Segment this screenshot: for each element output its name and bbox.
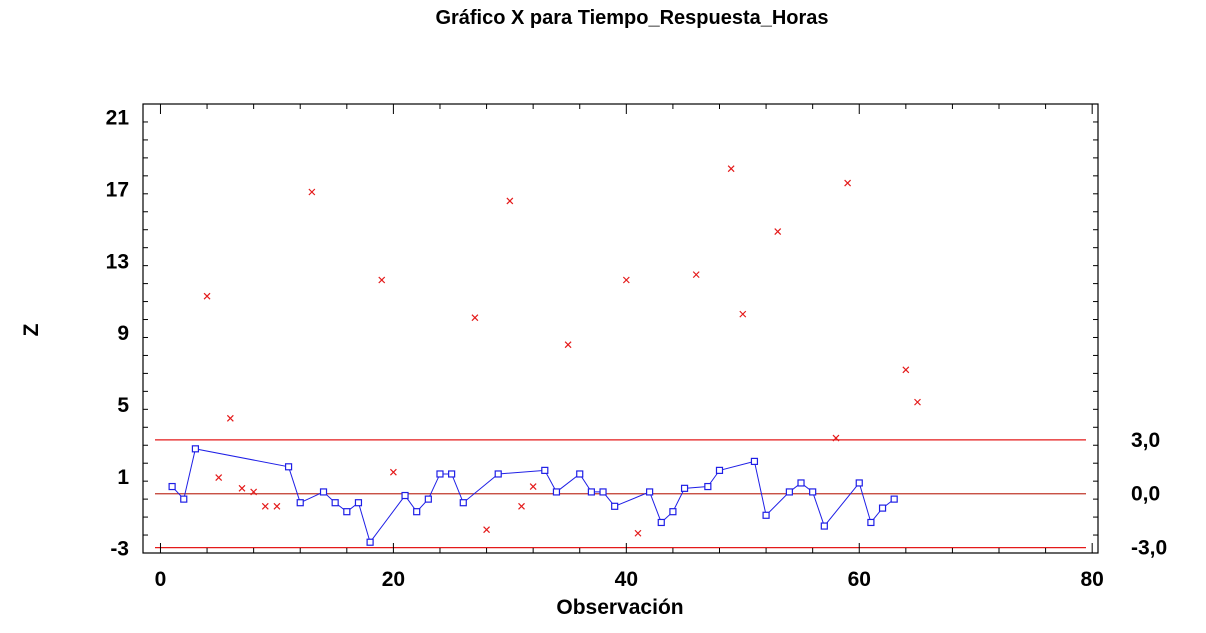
data-point-square xyxy=(878,504,887,512)
data-point-square xyxy=(366,538,374,546)
y-tick-label: -3 xyxy=(110,538,129,561)
data-point-x xyxy=(844,179,852,187)
x-tick-label: 60 xyxy=(848,568,871,591)
data-point-x xyxy=(506,197,514,205)
data-point-x xyxy=(308,188,316,196)
data-point-square xyxy=(354,499,363,507)
data-point-square xyxy=(494,470,502,478)
data-point-square xyxy=(576,470,584,478)
data-point-square xyxy=(809,488,817,496)
data-point-x xyxy=(215,474,223,481)
data-point-square xyxy=(319,488,328,496)
data-point-square xyxy=(168,482,176,491)
data-point-square xyxy=(448,470,456,478)
y-tick-label: 1 xyxy=(117,466,129,489)
data-point-square xyxy=(867,518,875,527)
data-point-square xyxy=(424,495,432,503)
data-point-x xyxy=(203,292,211,300)
y-tick-label: 21 xyxy=(106,107,130,130)
data-point-square xyxy=(855,479,863,487)
data-point-x xyxy=(261,502,269,510)
data-point-x xyxy=(471,314,479,322)
data-point-square xyxy=(296,499,304,507)
x-tick-label: 0 xyxy=(155,568,167,591)
data-point-x xyxy=(250,488,258,496)
data-point-square xyxy=(820,522,828,530)
data-series xyxy=(168,165,921,546)
y-tick-label: 9 xyxy=(117,322,129,345)
data-point-square xyxy=(191,445,200,453)
data-point-square xyxy=(599,488,607,496)
plot-frame xyxy=(142,103,1099,554)
data-point-x xyxy=(378,276,386,284)
y-tick-label: 17 xyxy=(106,178,129,201)
data-point-x xyxy=(389,468,397,476)
data-point-x xyxy=(564,341,572,349)
data-point-square xyxy=(785,488,793,496)
data-point-square xyxy=(343,508,351,516)
limit-label-lcl: -3,0 xyxy=(1131,537,1167,560)
y-tick-label: 5 xyxy=(117,394,129,417)
data-point-square xyxy=(413,508,421,516)
data-point-x xyxy=(634,529,642,537)
data-point-x xyxy=(622,276,630,284)
data-point-square xyxy=(797,479,805,487)
data-point-x xyxy=(739,310,747,318)
data-point-square xyxy=(541,466,549,474)
data-point-square xyxy=(715,466,724,474)
data-point-square xyxy=(284,463,293,471)
data-point-x xyxy=(518,502,525,510)
data-point-square xyxy=(552,488,561,496)
limit-label-cl: 0,0 xyxy=(1131,483,1160,506)
x-axis: 0 20 40 60 80 xyxy=(155,104,1104,591)
data-point-square xyxy=(680,484,689,492)
data-point-x xyxy=(832,434,840,442)
data-point-x xyxy=(238,484,246,492)
data-point-square xyxy=(401,491,409,500)
x-axis-label: Observación xyxy=(556,596,683,619)
data-point-x xyxy=(226,414,234,422)
data-point-x xyxy=(692,271,700,279)
y-axis: -3 1 5 9 13 17 21 xyxy=(106,103,1098,561)
data-point-square xyxy=(646,488,654,496)
limit-label-ucl: 3,0 xyxy=(1131,429,1160,452)
data-point-square xyxy=(669,508,677,516)
data-point-square xyxy=(611,502,619,510)
data-point-square xyxy=(657,518,665,527)
data-point-x xyxy=(727,165,735,173)
data-point-square xyxy=(180,495,188,503)
data-point-square xyxy=(704,482,712,491)
data-point-x xyxy=(483,526,490,534)
x-tick-label: 40 xyxy=(615,568,638,591)
data-point-square xyxy=(331,499,339,507)
x-tick-label: 20 xyxy=(382,568,405,591)
data-point-x xyxy=(529,483,537,490)
data-point-x xyxy=(273,502,281,510)
y-axis-label: Z xyxy=(20,323,43,336)
data-point-square xyxy=(890,495,898,503)
data-point-square xyxy=(750,457,759,466)
data-point-x xyxy=(774,228,782,235)
data-point-square xyxy=(762,511,770,519)
y-tick-label: 13 xyxy=(106,250,129,273)
x-tick-label: 80 xyxy=(1080,568,1103,591)
data-point-x xyxy=(902,366,910,374)
data-point-square xyxy=(459,499,467,507)
data-point-x xyxy=(914,398,921,406)
data-point-square xyxy=(436,470,444,478)
data-point-square xyxy=(587,488,595,496)
chart-title: Gráfico X para Tiempo_Respuesta_Horas xyxy=(435,7,828,29)
control-limits: 3,0 0,0 -3,0 xyxy=(155,429,1167,560)
